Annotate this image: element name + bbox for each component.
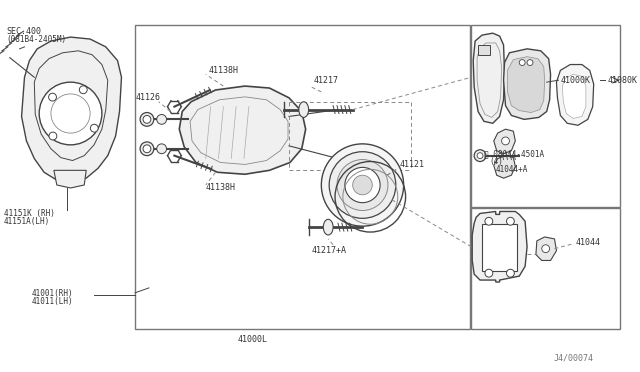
Bar xyxy=(482,224,517,271)
Ellipse shape xyxy=(323,219,333,235)
Text: 41138H: 41138H xyxy=(205,183,236,192)
Bar xyxy=(471,208,620,329)
Polygon shape xyxy=(472,211,527,282)
Text: 41138H: 41138H xyxy=(209,66,239,75)
Polygon shape xyxy=(536,237,556,260)
Circle shape xyxy=(157,144,166,154)
Text: 41080K: 41080K xyxy=(607,76,637,85)
Text: ③ 08044-4501A: ③ 08044-4501A xyxy=(484,149,544,158)
Text: (4): (4) xyxy=(490,157,504,166)
Circle shape xyxy=(345,167,380,203)
Polygon shape xyxy=(556,64,594,125)
Text: 41151A(LH): 41151A(LH) xyxy=(4,217,50,226)
Circle shape xyxy=(140,142,154,155)
Text: 41217+A: 41217+A xyxy=(312,246,346,255)
Circle shape xyxy=(502,137,509,145)
Text: 41001(RH): 41001(RH) xyxy=(31,289,73,298)
Circle shape xyxy=(49,132,57,140)
Circle shape xyxy=(353,175,372,195)
Text: 41044: 41044 xyxy=(576,238,601,247)
Circle shape xyxy=(485,269,493,277)
Text: J4/00074: J4/00074 xyxy=(554,354,593,363)
Text: 41126: 41126 xyxy=(135,93,160,102)
Circle shape xyxy=(337,160,388,211)
Circle shape xyxy=(506,269,515,277)
Circle shape xyxy=(90,124,98,132)
Bar xyxy=(478,45,490,55)
Polygon shape xyxy=(508,57,545,112)
Circle shape xyxy=(143,145,151,153)
Polygon shape xyxy=(54,170,86,188)
Text: 41000L: 41000L xyxy=(237,335,268,344)
Circle shape xyxy=(527,60,533,65)
Circle shape xyxy=(79,86,87,94)
Circle shape xyxy=(477,153,483,158)
Circle shape xyxy=(506,217,515,225)
Circle shape xyxy=(542,245,550,253)
Circle shape xyxy=(519,60,525,65)
Text: 41217: 41217 xyxy=(314,76,339,85)
Circle shape xyxy=(157,115,166,124)
Text: 41011(LH): 41011(LH) xyxy=(31,297,73,306)
Circle shape xyxy=(485,217,493,225)
Text: SEC.400: SEC.400 xyxy=(6,27,41,36)
Bar xyxy=(471,25,620,206)
Polygon shape xyxy=(473,33,504,123)
Circle shape xyxy=(49,93,56,101)
Polygon shape xyxy=(563,74,586,118)
Ellipse shape xyxy=(299,102,308,118)
Text: 41044+A: 41044+A xyxy=(496,165,528,174)
Circle shape xyxy=(140,112,154,126)
Circle shape xyxy=(51,94,90,133)
Circle shape xyxy=(329,152,396,218)
Circle shape xyxy=(474,150,486,161)
Polygon shape xyxy=(504,49,550,119)
Bar xyxy=(135,25,470,329)
Polygon shape xyxy=(179,86,306,174)
Circle shape xyxy=(39,82,102,145)
Polygon shape xyxy=(22,37,122,182)
Polygon shape xyxy=(190,97,288,164)
Polygon shape xyxy=(477,43,502,118)
Circle shape xyxy=(321,144,404,226)
Circle shape xyxy=(143,115,151,123)
Text: 41000K: 41000K xyxy=(561,76,590,85)
Text: 41121: 41121 xyxy=(400,160,425,169)
Text: 41151K (RH): 41151K (RH) xyxy=(4,209,55,218)
Polygon shape xyxy=(494,155,515,178)
Polygon shape xyxy=(35,51,108,161)
Text: (081B4-2405M): (081B4-2405M) xyxy=(6,35,66,44)
Polygon shape xyxy=(494,129,515,154)
